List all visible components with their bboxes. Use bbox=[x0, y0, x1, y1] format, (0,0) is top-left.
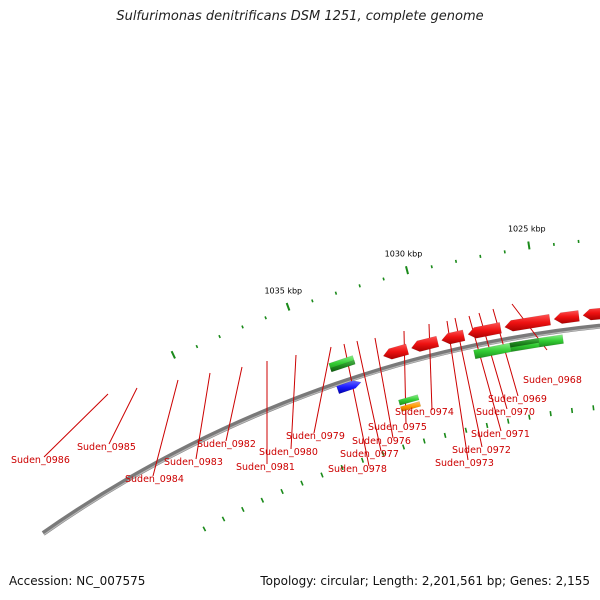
kbp-tick bbox=[430, 265, 433, 269]
gene-label: Suden_0986 bbox=[11, 455, 70, 466]
accession-text: Accession: NC_007575 bbox=[9, 574, 146, 588]
kbp-tick bbox=[195, 344, 199, 349]
kbp-tick bbox=[170, 350, 176, 359]
kbp-tick bbox=[218, 334, 221, 339]
kbp-tick bbox=[454, 259, 458, 263]
gene-label: Suden_0973 bbox=[435, 458, 494, 469]
inner-tick bbox=[221, 516, 226, 522]
label-connector bbox=[290, 354, 297, 450]
inner-tick bbox=[443, 432, 447, 438]
inner-tick bbox=[300, 480, 304, 486]
gene-label: Suden_0969 bbox=[488, 394, 547, 405]
kbp-tick bbox=[285, 302, 291, 311]
inner-tick bbox=[280, 488, 284, 495]
inner-tick bbox=[241, 506, 245, 513]
cds-minus-strand bbox=[553, 310, 580, 324]
gene-labels: Suden_0968 Suden_0969 Suden_0970 Suden_0971… bbox=[11, 375, 582, 485]
gene-features bbox=[328, 307, 600, 412]
inner-tick bbox=[381, 450, 385, 457]
kbp-ticks bbox=[170, 239, 595, 532]
inner-tick bbox=[320, 472, 324, 478]
genome-backbone bbox=[41, 323, 600, 536]
backbone-highlight bbox=[43, 327, 600, 536]
gene-label: Suden_0978 bbox=[328, 464, 387, 475]
cds-minus-strand bbox=[441, 329, 466, 345]
cds-minus-strand bbox=[382, 343, 410, 360]
label-connector bbox=[374, 337, 394, 439]
label-connector bbox=[108, 387, 138, 445]
cds-minus-strand bbox=[582, 307, 600, 321]
inner-tick bbox=[360, 457, 365, 463]
kbp-tick bbox=[479, 254, 482, 259]
cds-plus-strand bbox=[537, 334, 564, 348]
kbp-label: 1025 kbp bbox=[508, 225, 546, 234]
label-connector bbox=[152, 379, 179, 477]
genome-summary: Topology: circular; Length: 2,201,561 bp… bbox=[260, 574, 590, 588]
kbp-tick bbox=[405, 266, 409, 275]
cds-highlight bbox=[509, 337, 540, 348]
kbp-label: 1030 kbp bbox=[385, 250, 423, 259]
cds-minus-strand bbox=[504, 313, 551, 332]
kbp-tick bbox=[382, 277, 385, 281]
label-connector bbox=[428, 323, 433, 411]
label-connector bbox=[446, 320, 469, 461]
rna-feature bbox=[336, 380, 362, 395]
inner-tick bbox=[549, 410, 552, 417]
inner-tick bbox=[422, 438, 426, 444]
label-connector bbox=[43, 393, 109, 458]
label-connector bbox=[313, 346, 332, 434]
cds-minus-strand bbox=[411, 335, 440, 352]
kbp-tick bbox=[311, 299, 314, 303]
kbp-tick bbox=[264, 316, 267, 320]
backbone-ring bbox=[41, 323, 600, 536]
label-connector bbox=[225, 366, 243, 442]
inner-tick bbox=[506, 418, 510, 424]
gene-label: Suden_0985 bbox=[77, 442, 136, 453]
gene-label: Suden_0984 bbox=[125, 474, 184, 485]
gene-label: Suden_0975 bbox=[368, 422, 427, 433]
gene-label: Suden_0972 bbox=[452, 445, 511, 456]
inner-tick bbox=[402, 444, 406, 450]
inner-tick bbox=[464, 427, 468, 433]
gene-label: Suden_0971 bbox=[471, 429, 530, 440]
kbp-tick bbox=[241, 325, 244, 329]
gene-label: Suden_0970 bbox=[476, 407, 535, 418]
misc-feature bbox=[399, 401, 422, 412]
gene-label: Suden_0983 bbox=[164, 457, 223, 468]
gene-label: Suden_0980 bbox=[259, 447, 318, 458]
kbp-tick bbox=[334, 291, 338, 295]
kbp-tick bbox=[527, 241, 531, 250]
cds-plus-strand bbox=[398, 394, 420, 406]
inner-tick bbox=[485, 422, 489, 429]
inner-tick bbox=[528, 414, 531, 420]
inner-tick bbox=[340, 464, 344, 471]
kbp-tick bbox=[358, 284, 361, 288]
kbp-tick bbox=[503, 250, 506, 254]
gene-label: Suden_0968 bbox=[523, 375, 582, 386]
inner-tick bbox=[202, 526, 207, 532]
label-connector bbox=[356, 340, 382, 452]
gene-label: Suden_0979 bbox=[286, 431, 345, 442]
gene-label: Suden_0981 bbox=[236, 462, 295, 473]
gene-label: Suden_0974 bbox=[395, 407, 454, 418]
inner-tick bbox=[260, 497, 265, 503]
gene-label: Suden_0982 bbox=[197, 439, 256, 450]
label-connector bbox=[195, 372, 211, 460]
gene-label: Suden_0976 bbox=[352, 436, 411, 447]
kbp-label: 1035 kbp bbox=[264, 287, 302, 296]
map-title: Sulfurimonas denitrificans DSM 1251, com… bbox=[116, 9, 484, 24]
cds-minus-strand bbox=[467, 322, 502, 339]
inner-tick bbox=[592, 405, 595, 411]
inner-tick bbox=[570, 407, 574, 414]
gene-label: Suden_0977 bbox=[340, 449, 399, 460]
cds-highlight bbox=[329, 359, 356, 373]
